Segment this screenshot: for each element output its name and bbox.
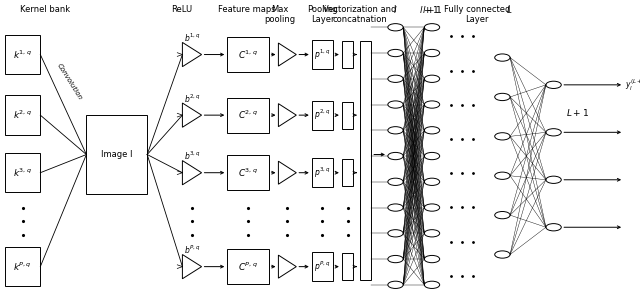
Text: $p^{1,q}$: $p^{1,q}$ <box>314 47 330 62</box>
Text: $C^{2,q}$: $C^{2,q}$ <box>238 109 258 121</box>
Text: Kernel bank: Kernel bank <box>20 5 70 14</box>
Polygon shape <box>182 255 202 279</box>
Bar <box>5 95 40 135</box>
Bar <box>342 159 353 186</box>
Text: Image I: Image I <box>101 150 132 159</box>
Polygon shape <box>278 104 296 127</box>
Polygon shape <box>278 161 296 184</box>
Bar <box>5 35 40 74</box>
Text: $l+1$: $l+1$ <box>422 4 442 15</box>
Bar <box>312 158 333 187</box>
Bar <box>227 98 269 133</box>
Text: Pooling
Layer: Pooling Layer <box>307 5 338 24</box>
Bar <box>360 41 371 280</box>
Polygon shape <box>278 43 296 66</box>
Text: $b^{P,q}$: $b^{P,q}$ <box>184 244 200 256</box>
Bar <box>5 153 40 192</box>
Bar <box>342 41 353 68</box>
Bar <box>312 40 333 69</box>
Text: $L+1$: $L+1$ <box>566 107 589 118</box>
Polygon shape <box>278 255 296 278</box>
Text: $k^{3,q}$: $k^{3,q}$ <box>13 167 32 179</box>
Bar <box>312 101 333 130</box>
Bar <box>86 115 147 194</box>
Text: $b^{2,q}$: $b^{2,q}$ <box>184 92 200 105</box>
Text: $p^{P,q}$: $p^{P,q}$ <box>314 259 330 274</box>
Text: Vectorization and
concatnation: Vectorization and concatnation <box>323 5 396 24</box>
Text: $k^{2,q}$: $k^{2,q}$ <box>13 109 32 121</box>
Text: $b^{3,q}$: $b^{3,q}$ <box>184 150 200 162</box>
Text: $l+1$: $l+1$ <box>419 4 439 15</box>
Polygon shape <box>182 42 202 67</box>
Text: $p^{2,q}$: $p^{2,q}$ <box>314 108 330 122</box>
Text: $k^{1,q}$: $k^{1,q}$ <box>13 48 32 61</box>
Text: $b^{1,q}$: $b^{1,q}$ <box>184 32 200 44</box>
Bar <box>227 37 269 72</box>
Text: $C^{1,q}$: $C^{1,q}$ <box>238 48 258 61</box>
Bar <box>312 252 333 281</box>
Bar <box>342 102 353 129</box>
Text: $L$: $L$ <box>506 4 512 15</box>
Bar <box>227 155 269 190</box>
Text: $C^{3,q}$: $C^{3,q}$ <box>238 167 258 179</box>
Text: $C^{P,q}$: $C^{P,q}$ <box>238 261 258 273</box>
Polygon shape <box>182 161 202 185</box>
Bar <box>342 253 353 280</box>
Text: $p^{3,q}$: $p^{3,q}$ <box>314 165 330 180</box>
Bar <box>5 247 40 286</box>
Polygon shape <box>182 103 202 127</box>
Text: $y_l^{(L+1)}$: $y_l^{(L+1)}$ <box>625 77 640 93</box>
Text: $l$: $l$ <box>394 4 397 15</box>
Text: Max
pooling: Max pooling <box>264 5 295 24</box>
Text: Convolution: Convolution <box>56 62 83 101</box>
Bar <box>227 249 269 284</box>
Text: ReLU: ReLU <box>171 5 193 14</box>
Text: Fully connected
Layer: Fully connected Layer <box>444 5 510 24</box>
Text: $k^{P,q}$: $k^{P,q}$ <box>13 261 32 273</box>
Text: Feature maps: Feature maps <box>218 5 275 14</box>
